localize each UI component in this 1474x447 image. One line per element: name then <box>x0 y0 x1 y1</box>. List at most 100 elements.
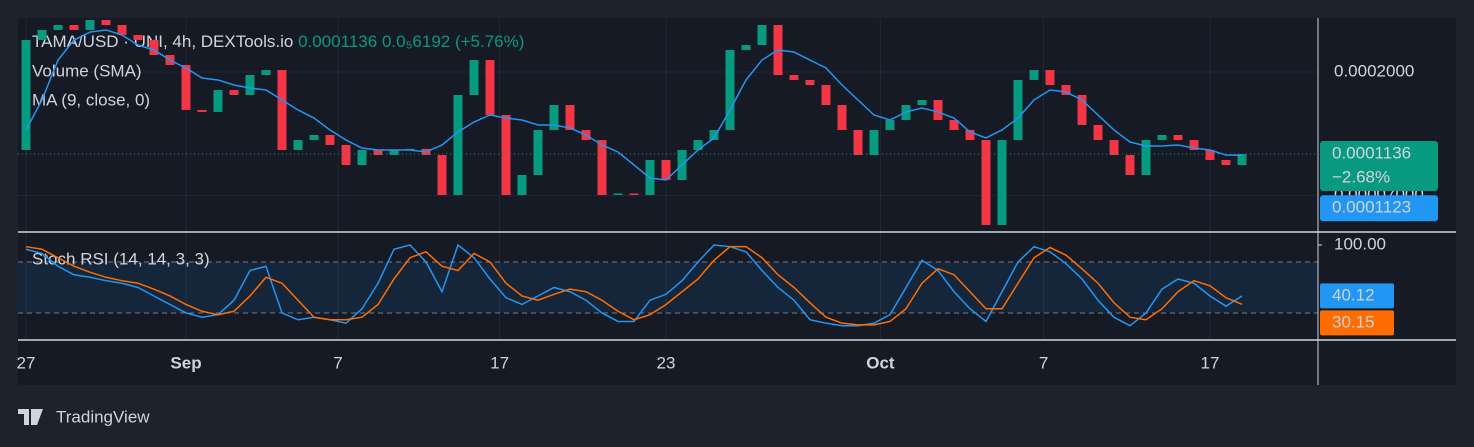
candle <box>1141 140 1151 175</box>
ma-line <box>25 29 1243 181</box>
candle <box>1189 140 1199 151</box>
candle <box>1109 140 1119 156</box>
candle <box>197 109 207 112</box>
candle <box>229 90 239 95</box>
candle <box>133 34 143 41</box>
brand: TradingView <box>56 407 150 426</box>
candle <box>1061 84 1071 95</box>
candle <box>373 150 383 156</box>
candle <box>1093 124 1103 141</box>
x-tick-label: 7 <box>333 353 342 372</box>
stoch-legend: Stoch RSI (14, 14, 3, 3) <box>32 249 210 268</box>
value-tag <box>1320 283 1394 309</box>
candle <box>85 19 95 30</box>
candle <box>709 129 719 141</box>
candle <box>453 94 463 195</box>
candle <box>1125 155 1135 175</box>
candle <box>693 140 703 151</box>
candle <box>389 150 399 156</box>
candle <box>661 159 671 180</box>
indicator-legend: Volume (SMA) <box>32 61 142 80</box>
candle <box>517 174 527 195</box>
price-tag <box>1320 195 1438 222</box>
candle <box>469 60 479 95</box>
x-tick-label: Sep <box>170 353 201 372</box>
candle <box>917 99 927 106</box>
candle <box>837 105 847 130</box>
value-tag <box>1320 310 1394 336</box>
candle <box>629 193 639 195</box>
candle <box>53 25 63 30</box>
indicator-legend: MA (9, close, 0) <box>32 90 150 109</box>
candle <box>933 99 943 121</box>
candle <box>261 70 271 76</box>
change: 0.0₅6192 (+5.76%) <box>382 32 524 51</box>
candle <box>1013 79 1023 141</box>
candle <box>741 45 751 50</box>
candle <box>1221 159 1231 166</box>
x-tick-label: Oct <box>866 353 895 372</box>
candle <box>997 140 1007 225</box>
candle <box>1045 70 1055 85</box>
symbol: TAMA/USD · UNI, 4h, DEXTools.io <box>32 32 293 51</box>
candle <box>725 49 735 130</box>
price: 0.0001136 <box>298 32 377 51</box>
candle <box>949 120 959 130</box>
candle <box>1173 135 1183 141</box>
tradingview-logo: TradingView <box>18 407 150 426</box>
x-tick-label: 17 <box>490 353 509 372</box>
candle <box>549 105 559 130</box>
candle <box>1029 70 1039 80</box>
price-tag-label: 0.0001136 <box>1332 143 1411 162</box>
price-tag-label: 0.0001123 <box>1332 198 1411 217</box>
stoch-line <box>25 245 1243 326</box>
candle <box>981 140 991 225</box>
price-tag-change: −2.68% <box>1332 167 1390 186</box>
x-tick-label: 27 <box>17 353 36 372</box>
x-tick-label: 23 <box>657 353 676 372</box>
stoch-band <box>18 261 1318 313</box>
candle <box>1205 150 1215 160</box>
value-tag-label: 40.12 <box>1332 285 1375 304</box>
candle <box>821 84 831 106</box>
candle <box>805 79 815 85</box>
candle <box>213 90 223 112</box>
candle <box>885 120 895 130</box>
y-tick-label: 0.0002000 <box>1334 61 1414 80</box>
candle <box>437 155 447 195</box>
candle <box>341 144 351 166</box>
candle <box>21 40 31 151</box>
price-tag <box>1320 140 1438 191</box>
candle <box>869 129 879 156</box>
candle <box>309 135 319 141</box>
candle <box>357 150 367 166</box>
y-tick-label: 100.00 <box>1334 234 1386 253</box>
candle <box>501 114 511 195</box>
candle <box>533 129 543 175</box>
candle <box>757 25 767 46</box>
candle <box>485 60 495 115</box>
legend-header: TAMA/USD · UNI, 4h, DEXTools.io 0.000113… <box>32 32 524 51</box>
candle <box>965 129 975 141</box>
stoch-line <box>25 243 1243 327</box>
candle <box>853 129 863 156</box>
candle <box>69 25 79 30</box>
candle <box>37 29 47 41</box>
candle <box>181 64 191 110</box>
candle <box>277 70 287 151</box>
candle <box>789 75 799 80</box>
candle <box>613 193 623 195</box>
x-tick-label: 17 <box>1201 353 1220 372</box>
x-tick-label: 7 <box>1039 353 1048 372</box>
candle <box>565 105 575 130</box>
chart-background <box>18 18 1456 385</box>
candle <box>1077 94 1087 125</box>
value-tag-label: 30.15 <box>1332 312 1375 331</box>
candle <box>101 19 111 26</box>
candle <box>1237 153 1247 166</box>
candle <box>293 140 303 151</box>
candle <box>597 140 607 195</box>
candle <box>245 75 255 95</box>
candle <box>149 40 159 56</box>
